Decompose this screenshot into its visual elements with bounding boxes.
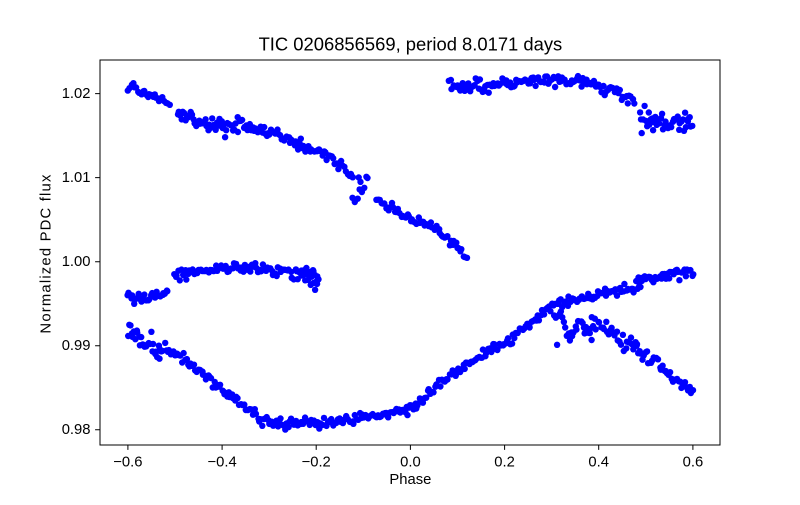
svg-text:−0.4: −0.4 <box>207 454 236 470</box>
svg-text:0.4: 0.4 <box>588 454 609 470</box>
svg-text:1.01: 1.01 <box>62 170 91 186</box>
svg-text:TIC 0206856569, period 8.0171: TIC 0206856569, period 8.0171 days <box>259 34 563 55</box>
svg-text:0.2: 0.2 <box>494 454 515 470</box>
svg-text:Phase: Phase <box>389 472 431 488</box>
svg-text:0.0: 0.0 <box>400 454 421 470</box>
svg-text:0.99: 0.99 <box>62 338 91 354</box>
svg-text:−0.2: −0.2 <box>302 454 331 470</box>
svg-text:0.98: 0.98 <box>62 422 91 438</box>
svg-text:0.6: 0.6 <box>683 454 704 470</box>
svg-text:−0.6: −0.6 <box>113 454 142 470</box>
svg-text:Normalized PDC flux: Normalized PDC flux <box>39 173 55 333</box>
svg-text:1.00: 1.00 <box>62 254 91 270</box>
svg-text:1.02: 1.02 <box>62 86 91 102</box>
